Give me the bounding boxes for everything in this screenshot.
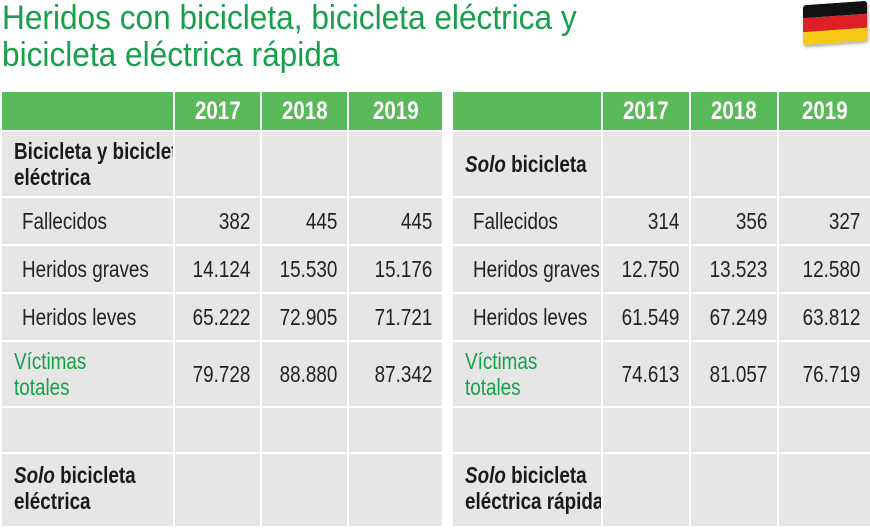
row-label: Fallecidos xyxy=(451,196,603,246)
empty-cell xyxy=(451,406,603,454)
table-header-row: 2017 2018 2019 xyxy=(451,90,870,132)
cell-value: 12.580 xyxy=(777,244,870,294)
cell-value: 15.176 xyxy=(347,244,444,294)
cell-value: 12.750 xyxy=(601,244,691,294)
row-label: Heridos graves xyxy=(451,244,603,294)
table-row: Fallecidos 382 445 445 xyxy=(0,196,444,246)
section-row: Solo bicicleta eléctrica rápida xyxy=(451,452,870,528)
header-year: 2018 xyxy=(689,90,779,132)
right-table: 2017 2018 2019 Solo bicicleta Fallecidos… xyxy=(451,90,870,528)
table-row: Heridos leves 65.222 72.905 71.721 xyxy=(0,292,444,342)
header-year: 2017 xyxy=(601,90,691,132)
empty-cell xyxy=(689,130,779,198)
cell-value: 327 xyxy=(777,196,870,246)
row-label: Heridos leves xyxy=(0,292,175,342)
header-corner xyxy=(0,90,175,132)
cell-value: 445 xyxy=(347,196,444,246)
total-label: Víctimas totales xyxy=(451,340,603,408)
spacer-row xyxy=(451,406,870,454)
table-row: Heridos graves 12.750 13.523 12.580 xyxy=(451,244,870,294)
section-label: Bicicleta y bicicleta eléctrica xyxy=(0,130,175,198)
table-row: Fallecidos 314 356 327 xyxy=(451,196,870,246)
page-title: Heridos con bicicleta, bicicleta eléctri… xyxy=(2,0,727,74)
header-year: 2017 xyxy=(173,90,262,132)
title-line-1: Heridos con bicicleta, bicicleta eléctri… xyxy=(2,0,577,37)
section-row: Solo bicicleta xyxy=(451,130,870,198)
empty-cell xyxy=(601,130,691,198)
germany-flag-icon xyxy=(803,0,867,46)
cell-value: 382 xyxy=(173,196,262,246)
empty-cell xyxy=(260,406,349,454)
empty-cell xyxy=(601,452,691,528)
spacer-row xyxy=(0,406,444,454)
empty-cell xyxy=(347,452,444,528)
section-label: Solo bicicleta eléctrica xyxy=(0,452,175,528)
row-label: Heridos leves xyxy=(451,292,603,342)
header-year: 2019 xyxy=(347,90,444,132)
cell-value: 63.812 xyxy=(777,292,870,342)
title-line-2: bicicleta eléctrica rápida xyxy=(2,36,340,74)
cell-value: 13.523 xyxy=(689,244,779,294)
total-row: Víctimas totales 74.613 81.057 76.719 xyxy=(451,340,870,408)
cell-value: 314 xyxy=(601,196,691,246)
total-value: 79.728 xyxy=(173,340,262,408)
section-row: Solo bicicleta eléctrica xyxy=(0,452,444,528)
table-row: Heridos leves 61.549 67.249 63.812 xyxy=(451,292,870,342)
cell-value: 356 xyxy=(689,196,779,246)
empty-cell xyxy=(173,406,262,454)
left-table: 2017 2018 2019 Bicicleta y bicicleta elé… xyxy=(0,90,444,528)
header-year: 2018 xyxy=(260,90,349,132)
row-label: Fallecidos xyxy=(0,196,175,246)
header-corner xyxy=(451,90,603,132)
empty-cell xyxy=(260,130,349,198)
empty-cell xyxy=(777,452,870,528)
cell-value: 71.721 xyxy=(347,292,444,342)
empty-cell xyxy=(689,452,779,528)
empty-cell xyxy=(173,452,262,528)
total-label: Víctimas totales xyxy=(0,340,175,408)
empty-cell xyxy=(777,406,870,454)
header-year: 2019 xyxy=(777,90,870,132)
table-header-row: 2017 2018 2019 xyxy=(0,90,444,132)
row-label: Heridos graves xyxy=(0,244,175,294)
cell-value: 445 xyxy=(260,196,349,246)
section-label: Solo bicicleta xyxy=(451,130,603,198)
empty-cell xyxy=(260,452,349,528)
cell-value: 15.530 xyxy=(260,244,349,294)
total-value: 76.719 xyxy=(777,340,870,408)
section-label: Solo bicicleta eléctrica rápida xyxy=(451,452,603,528)
empty-cell xyxy=(601,406,691,454)
empty-cell xyxy=(777,130,870,198)
total-row: Víctimas totales 79.728 88.880 87.342 xyxy=(0,340,444,408)
total-value: 87.342 xyxy=(347,340,444,408)
total-value: 74.613 xyxy=(601,340,691,408)
empty-cell xyxy=(347,130,444,198)
cell-value: 72.905 xyxy=(260,292,349,342)
table-row: Heridos graves 14.124 15.530 15.176 xyxy=(0,244,444,294)
cell-value: 67.249 xyxy=(689,292,779,342)
empty-cell xyxy=(689,406,779,454)
cell-value: 14.124 xyxy=(173,244,262,294)
empty-cell xyxy=(0,406,175,454)
cell-value: 61.549 xyxy=(601,292,691,342)
section-row: Bicicleta y bicicleta eléctrica xyxy=(0,130,444,198)
empty-cell xyxy=(347,406,444,454)
empty-cell xyxy=(173,130,262,198)
total-value: 88.880 xyxy=(260,340,349,408)
cell-value: 65.222 xyxy=(173,292,262,342)
total-value: 81.057 xyxy=(689,340,779,408)
